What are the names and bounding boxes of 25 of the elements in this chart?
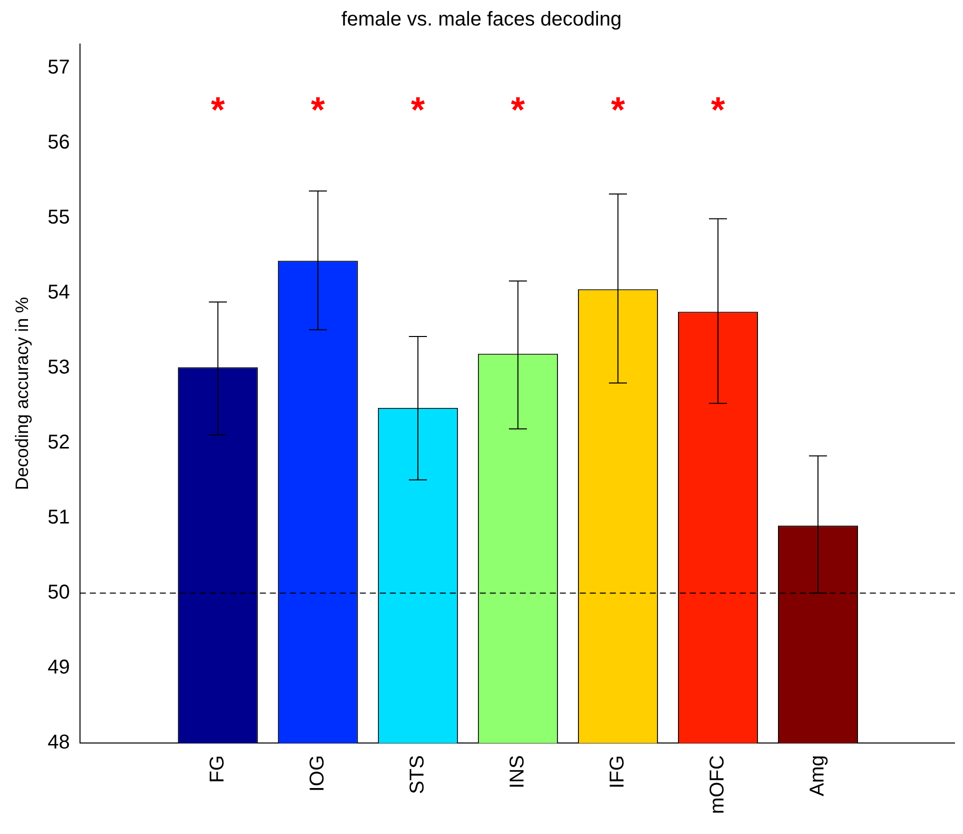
chart-title: female vs. male faces decoding — [341, 8, 622, 31]
y-tick-label: 51 — [48, 506, 70, 529]
y-tick-label: 48 — [48, 732, 70, 754]
x-tick-label: IOG — [306, 755, 328, 792]
x-tick-label: Amg — [806, 755, 828, 796]
y-tick-label: 50 — [48, 582, 70, 604]
annotation: * — [410, 88, 425, 130]
y-tick-label: 55 — [48, 206, 70, 229]
x-tick-label: IFG — [606, 755, 628, 788]
annotation: * — [710, 88, 725, 130]
annotation: * — [310, 88, 325, 130]
y-tick-label: 54 — [48, 282, 70, 304]
y-tick-label: 57 — [48, 56, 70, 79]
x-tick-label: mOFC — [706, 755, 728, 814]
x-tick-label: FG — [206, 755, 228, 783]
y-tick-label: 53 — [48, 356, 70, 379]
y-tick-label: 49 — [48, 656, 70, 679]
x-tick-label: INS — [506, 755, 528, 788]
x-tick-label: STS — [406, 755, 428, 794]
y-tick-label: 52 — [48, 432, 70, 454]
y-axis-title: Decoding accuracy in % — [12, 297, 32, 490]
annotation: * — [210, 88, 225, 130]
y-tick-label: 56 — [48, 132, 70, 154]
annotation: * — [510, 88, 525, 130]
annotation: * — [610, 88, 625, 130]
